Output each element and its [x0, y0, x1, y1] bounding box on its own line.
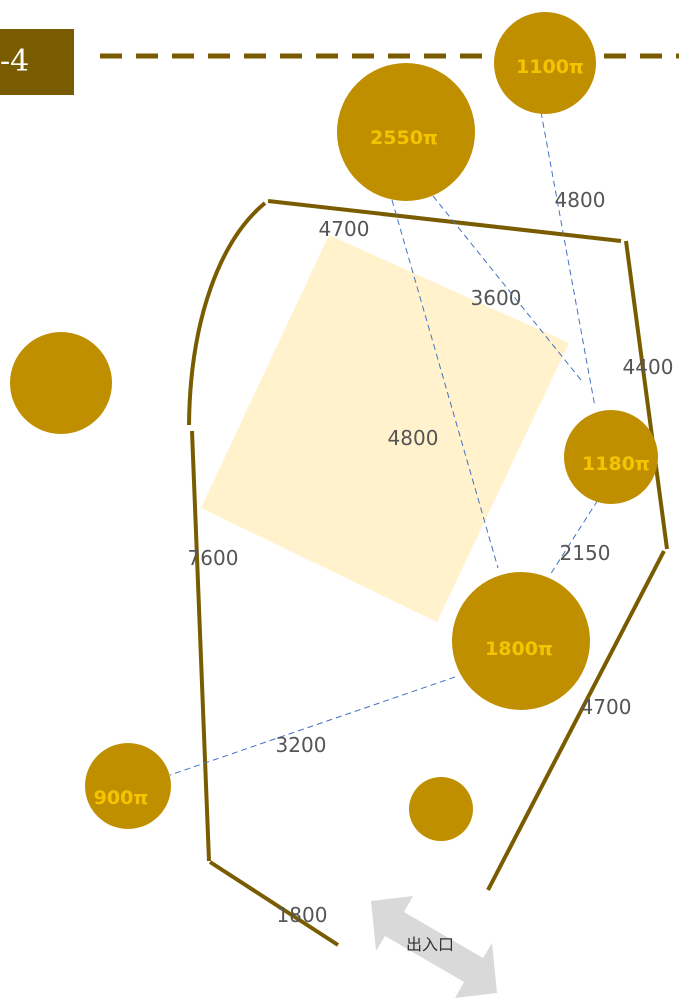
distance-lines: [169, 111, 604, 776]
dim-bottom-edge: 1800: [277, 903, 328, 927]
boundary-left-edge: [190, 430, 211, 862]
dim-2550-1180: 3600: [471, 286, 522, 310]
boundary-right-edge: [624, 240, 669, 550]
building-footprint: [201, 235, 569, 622]
dim-left-edge: 7600: [188, 546, 239, 570]
dim-1180-1800: 2150: [560, 541, 611, 565]
dim-1100-1180: 4800: [555, 188, 606, 212]
tree-label-900: 900π: [94, 787, 149, 809]
tree-1800: [452, 572, 590, 710]
boundary-bottom-edge: [208, 860, 340, 947]
tree-label-1100: 1100π: [516, 56, 584, 78]
link-1800-900: [169, 676, 456, 776]
dim-top-edge: 4700: [319, 217, 370, 241]
site-boundary: [187, 199, 669, 947]
entrance-arrow: [371, 896, 497, 998]
tree-1180: [564, 410, 658, 504]
boundary-top-edge: [267, 199, 622, 243]
boundary-lower-right-edge: [486, 550, 666, 891]
plan-label: -4: [0, 29, 74, 95]
dim-1800-900: 3200: [276, 733, 327, 757]
entrance-label: 出入口: [406, 935, 454, 954]
dim-2550-1800: 4800: [388, 426, 439, 450]
boundary-left-curve: [187, 201, 267, 426]
tree-label-2550: 2550π: [370, 127, 438, 149]
tree-900: [85, 743, 171, 829]
dim-right-upper: 4400: [623, 355, 674, 379]
trees: [10, 12, 658, 841]
tree-label-1180: 1180π: [582, 453, 650, 475]
dim-right-lower: 4700: [581, 695, 632, 719]
tree-small: [409, 777, 473, 841]
tree-2550: [337, 63, 475, 201]
tree-1100: [494, 12, 596, 114]
link-1180-1800: [549, 491, 604, 576]
link-2550-1800: [391, 199, 499, 569]
tree-left: [10, 332, 112, 434]
tree-label-1800: 1800π: [485, 638, 553, 660]
